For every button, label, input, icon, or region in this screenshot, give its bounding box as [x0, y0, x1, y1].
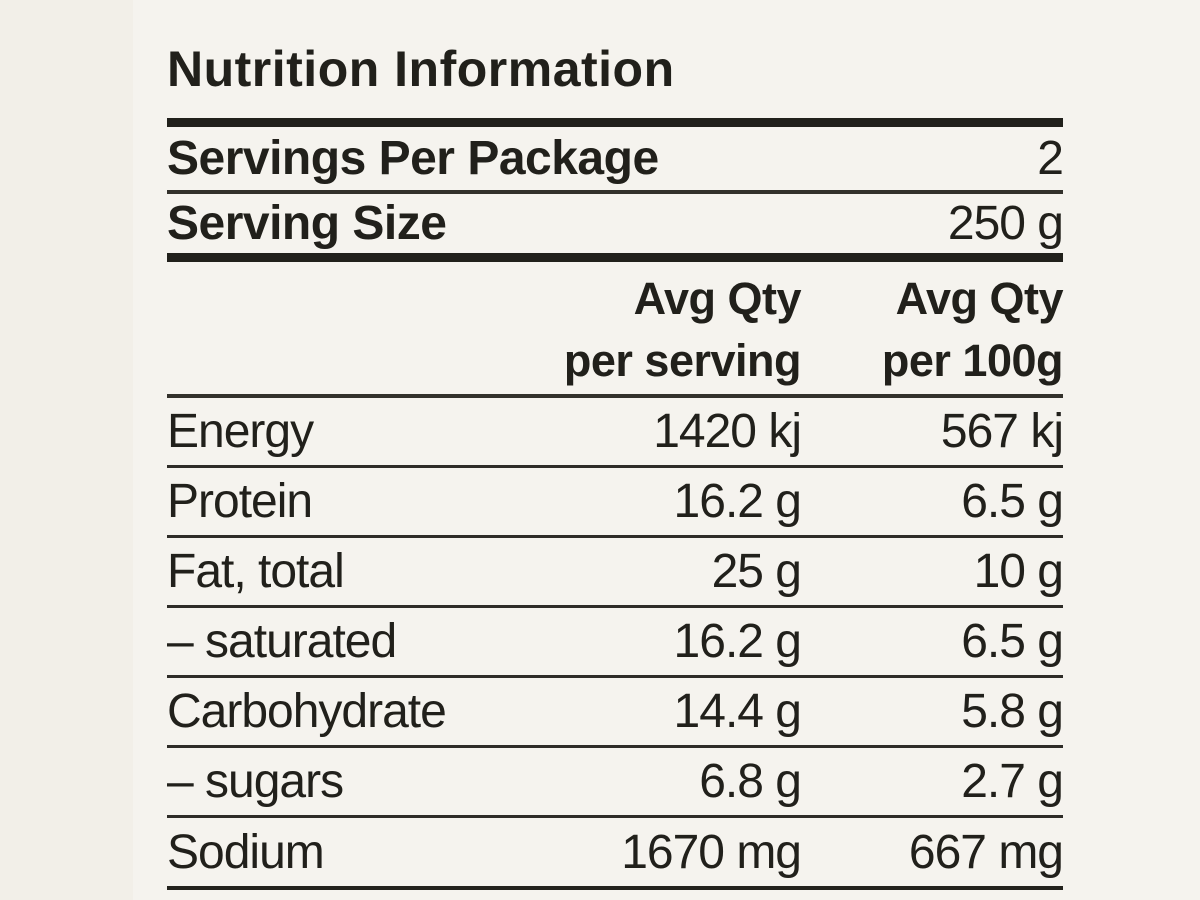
- per-100g-value: 6.5 g: [961, 475, 1064, 528]
- table-row-sodium: Sodium 1670 mg 667 mg: [167, 818, 1064, 890]
- table-row-energy: Energy 1420 kj 567 kj: [167, 398, 1064, 468]
- serving-size-value: 250 g: [947, 197, 1064, 250]
- nutrient-name: Sodium: [167, 825, 325, 879]
- per-100g-value: 10 g: [973, 545, 1064, 598]
- column-header-per-serving: Avg Qty per serving: [551, 268, 802, 394]
- per-serving-value: 16.2 g: [673, 475, 802, 528]
- nutrient-name: Protein: [167, 475, 313, 528]
- table-row-fat-total: Fat, total 25 g 10 g: [167, 538, 1064, 608]
- divider-thick-top: [167, 118, 1063, 127]
- serving-size-row: Serving Size 250 g: [167, 194, 1064, 253]
- table-row-carbohydrate: Carbohydrate 14.4 g 5.8 g: [167, 678, 1064, 748]
- per-100g-value: 667 mg: [908, 825, 1064, 879]
- column-header-spacer: [167, 268, 551, 394]
- per-100g-value: 5.8 g: [961, 685, 1064, 738]
- column-header-per-100g-line2: per 100g: [881, 335, 1064, 386]
- background-left-strip: [0, 0, 133, 900]
- per-serving-value: 1670 mg: [621, 825, 802, 879]
- column-header-row: Avg Qty per serving Avg Qty per 100g: [167, 262, 1064, 398]
- per-serving-value: 6.8 g: [699, 755, 802, 808]
- column-header-per-100g-line1: Avg Qty: [895, 273, 1064, 324]
- nutrient-name: Energy: [167, 405, 314, 458]
- servings-per-package-label: Servings Per Package: [167, 132, 659, 185]
- per-serving-value: 1420 kj: [653, 405, 802, 458]
- nutrient-name: Carbohydrate: [167, 685, 447, 738]
- per-100g-value: 6.5 g: [961, 615, 1064, 668]
- per-serving-value: 25 g: [711, 545, 802, 598]
- nutrient-name: Fat, total: [167, 545, 345, 598]
- per-serving-value: 14.4 g: [673, 685, 802, 738]
- nutrient-name: – saturated: [167, 615, 397, 668]
- per-100g-value: 567 kj: [940, 405, 1064, 458]
- nutrient-name: – sugars: [167, 755, 344, 808]
- per-serving-value: 16.2 g: [673, 615, 802, 668]
- per-100g-value: 2.7 g: [961, 755, 1064, 808]
- divider-thin-info: [167, 190, 1063, 194]
- serving-size-label: Serving Size: [167, 197, 447, 250]
- table-row-sugars: – sugars 6.8 g 2.7 g: [167, 748, 1064, 818]
- column-header-per-100g: Avg Qty per 100g: [801, 268, 1064, 394]
- nutrition-information-panel: Nutrition Information Servings Per Packa…: [167, 40, 1064, 890]
- panel-title: Nutrition Information: [167, 41, 675, 97]
- servings-per-package-value: 2: [1037, 132, 1064, 185]
- column-header-per-serving-line2: per serving: [563, 335, 802, 386]
- table-row-saturated: – saturated 16.2 g 6.5 g: [167, 608, 1064, 678]
- table-row-protein: Protein 16.2 g 6.5 g: [167, 468, 1064, 538]
- column-header-per-serving-line1: Avg Qty: [633, 273, 802, 324]
- servings-per-package-row: Servings Per Package 2: [167, 127, 1064, 190]
- divider-thick-middle: [167, 253, 1063, 262]
